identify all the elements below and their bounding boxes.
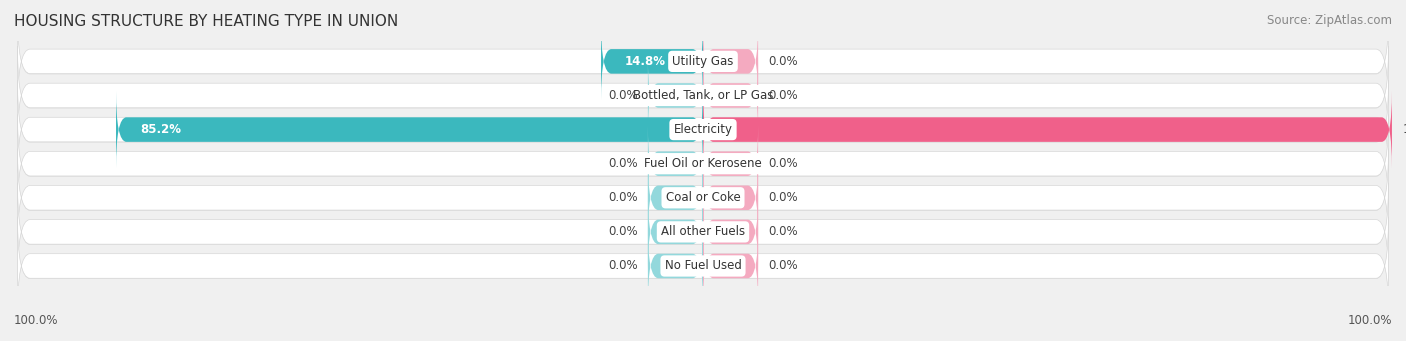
- FancyBboxPatch shape: [703, 23, 758, 100]
- FancyBboxPatch shape: [648, 193, 703, 271]
- Text: 100.0%: 100.0%: [1402, 123, 1406, 136]
- FancyBboxPatch shape: [648, 125, 703, 203]
- FancyBboxPatch shape: [17, 13, 1389, 111]
- FancyBboxPatch shape: [703, 91, 1392, 168]
- Text: 0.0%: 0.0%: [607, 260, 637, 272]
- FancyBboxPatch shape: [703, 57, 758, 134]
- Text: Fuel Oil or Kerosene: Fuel Oil or Kerosene: [644, 157, 762, 170]
- Text: 0.0%: 0.0%: [769, 89, 799, 102]
- FancyBboxPatch shape: [17, 218, 1389, 316]
- FancyBboxPatch shape: [17, 183, 1389, 282]
- FancyBboxPatch shape: [17, 115, 1389, 213]
- FancyBboxPatch shape: [17, 47, 1389, 145]
- Text: 100.0%: 100.0%: [1347, 314, 1392, 327]
- Text: 0.0%: 0.0%: [769, 225, 799, 238]
- FancyBboxPatch shape: [17, 46, 1389, 145]
- FancyBboxPatch shape: [17, 80, 1389, 179]
- FancyBboxPatch shape: [703, 125, 758, 203]
- FancyBboxPatch shape: [648, 57, 703, 134]
- Text: 0.0%: 0.0%: [607, 89, 637, 102]
- Text: 0.0%: 0.0%: [607, 157, 637, 170]
- FancyBboxPatch shape: [648, 227, 703, 305]
- FancyBboxPatch shape: [117, 91, 703, 168]
- Text: 0.0%: 0.0%: [769, 191, 799, 204]
- Text: 0.0%: 0.0%: [769, 260, 799, 272]
- FancyBboxPatch shape: [17, 149, 1389, 247]
- Text: Source: ZipAtlas.com: Source: ZipAtlas.com: [1267, 14, 1392, 27]
- Text: 85.2%: 85.2%: [141, 123, 181, 136]
- Text: Utility Gas: Utility Gas: [672, 55, 734, 68]
- Text: Electricity: Electricity: [673, 123, 733, 136]
- Text: 0.0%: 0.0%: [769, 157, 799, 170]
- Legend: Owner-occupied, Renter-occupied: Owner-occupied, Renter-occupied: [576, 337, 830, 341]
- Text: 0.0%: 0.0%: [769, 55, 799, 68]
- FancyBboxPatch shape: [703, 159, 758, 237]
- Text: All other Fuels: All other Fuels: [661, 225, 745, 238]
- FancyBboxPatch shape: [17, 183, 1389, 281]
- Text: 0.0%: 0.0%: [607, 225, 637, 238]
- Text: HOUSING STRUCTURE BY HEATING TYPE IN UNION: HOUSING STRUCTURE BY HEATING TYPE IN UNI…: [14, 14, 398, 29]
- Text: Bottled, Tank, or LP Gas: Bottled, Tank, or LP Gas: [633, 89, 773, 102]
- Text: Coal or Coke: Coal or Coke: [665, 191, 741, 204]
- Text: 14.8%: 14.8%: [626, 55, 666, 68]
- FancyBboxPatch shape: [17, 217, 1389, 315]
- Text: 100.0%: 100.0%: [14, 314, 59, 327]
- FancyBboxPatch shape: [17, 149, 1389, 248]
- Text: 0.0%: 0.0%: [607, 191, 637, 204]
- FancyBboxPatch shape: [648, 159, 703, 237]
- FancyBboxPatch shape: [600, 23, 703, 100]
- Text: No Fuel Used: No Fuel Used: [665, 260, 741, 272]
- FancyBboxPatch shape: [17, 115, 1389, 213]
- FancyBboxPatch shape: [17, 12, 1389, 110]
- FancyBboxPatch shape: [703, 227, 758, 305]
- FancyBboxPatch shape: [17, 81, 1389, 179]
- FancyBboxPatch shape: [703, 193, 758, 271]
